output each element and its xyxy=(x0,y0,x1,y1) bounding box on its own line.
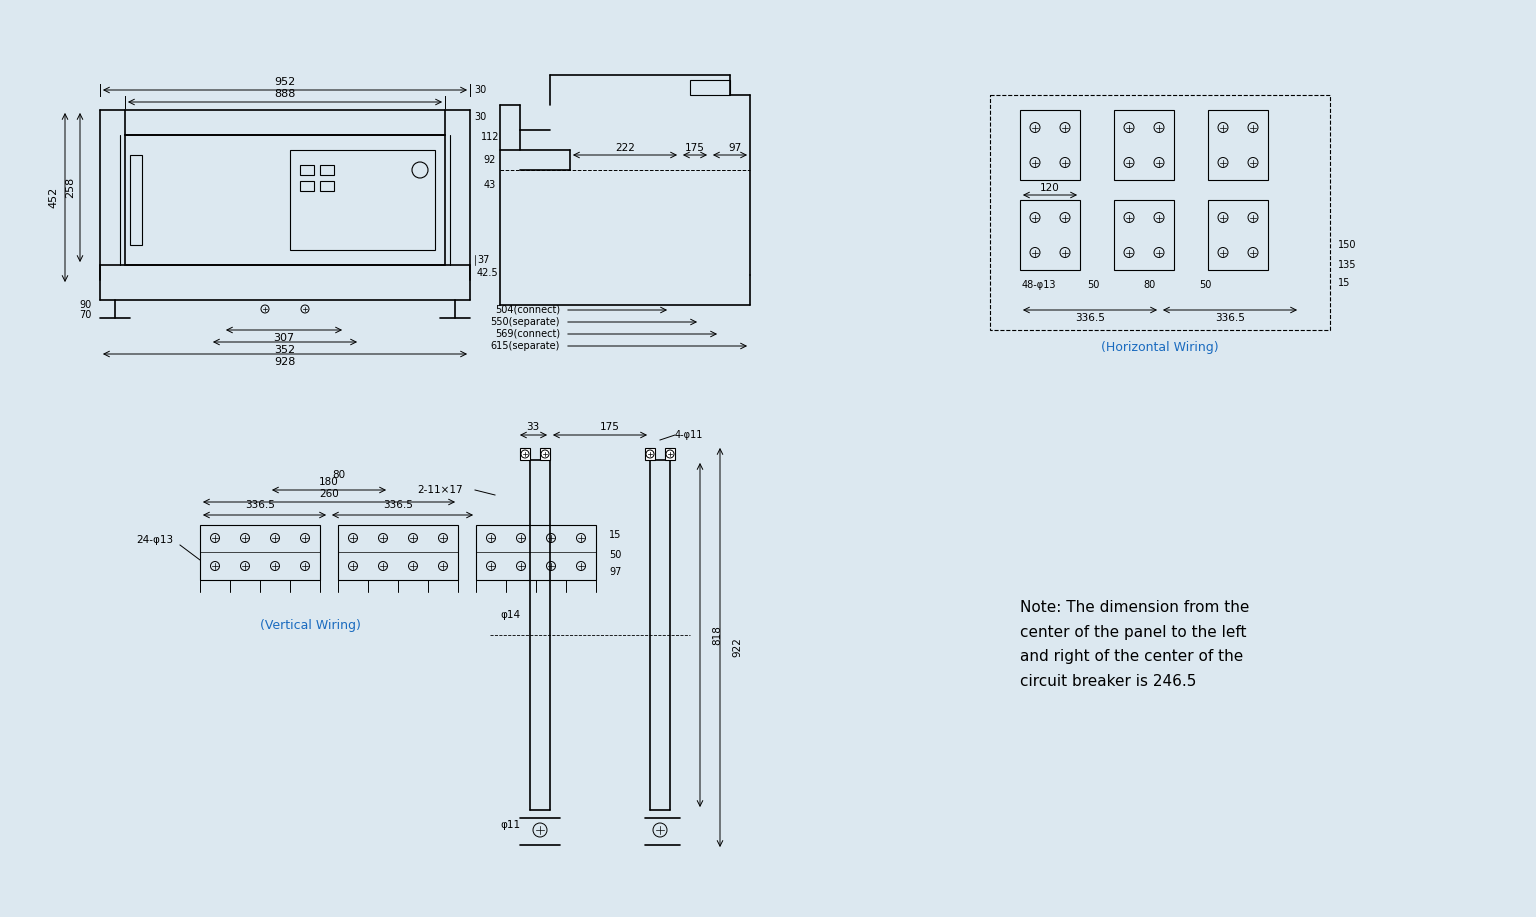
Text: 120: 120 xyxy=(1040,183,1060,193)
Text: 504(connect): 504(connect) xyxy=(495,305,561,315)
Bar xyxy=(1020,200,1080,270)
Text: 50: 50 xyxy=(1087,280,1100,290)
Text: 4-φ11: 4-φ11 xyxy=(674,430,703,440)
Text: 352: 352 xyxy=(275,345,295,355)
Text: 30: 30 xyxy=(475,112,485,122)
Text: 336.5: 336.5 xyxy=(1215,313,1246,323)
Bar xyxy=(690,80,730,95)
Text: 90: 90 xyxy=(80,300,92,310)
Text: 2-11×17: 2-11×17 xyxy=(418,485,462,495)
Bar xyxy=(319,181,333,191)
Bar xyxy=(124,135,445,265)
Text: 150: 150 xyxy=(1338,240,1356,250)
Bar xyxy=(300,181,313,191)
Text: 70: 70 xyxy=(80,310,92,320)
Bar xyxy=(338,525,458,580)
Text: 818: 818 xyxy=(713,625,722,645)
Text: 922: 922 xyxy=(733,637,742,657)
Text: 50: 50 xyxy=(1198,280,1212,290)
Text: 307: 307 xyxy=(273,333,295,343)
Bar xyxy=(300,165,313,175)
Text: 80: 80 xyxy=(332,470,346,480)
Text: 175: 175 xyxy=(601,422,621,432)
Text: 336.5: 336.5 xyxy=(1075,313,1104,323)
Bar xyxy=(1020,110,1080,180)
Bar xyxy=(665,448,674,460)
Text: 135: 135 xyxy=(1338,260,1356,270)
Text: 48-φ13: 48-φ13 xyxy=(1021,280,1057,290)
Bar xyxy=(290,150,435,250)
Text: 452: 452 xyxy=(48,187,58,208)
Bar xyxy=(1207,110,1269,180)
Text: 80: 80 xyxy=(1144,280,1157,290)
Text: 336.5: 336.5 xyxy=(382,500,413,510)
Text: 43: 43 xyxy=(484,180,496,190)
Text: 15: 15 xyxy=(608,530,622,540)
Bar xyxy=(645,448,654,460)
Text: 615(separate): 615(separate) xyxy=(490,341,561,351)
Bar xyxy=(1114,200,1174,270)
Bar xyxy=(1114,110,1174,180)
Text: 260: 260 xyxy=(319,489,339,499)
Bar xyxy=(131,155,141,245)
Text: (Vertical Wiring): (Vertical Wiring) xyxy=(260,618,361,632)
Text: 50: 50 xyxy=(608,550,622,560)
Text: φ14: φ14 xyxy=(499,610,521,620)
Text: (Horizontal Wiring): (Horizontal Wiring) xyxy=(1101,341,1218,355)
Bar xyxy=(1207,200,1269,270)
Bar xyxy=(319,165,333,175)
Bar xyxy=(200,525,319,580)
Bar xyxy=(476,525,596,580)
Text: 175: 175 xyxy=(685,143,705,153)
Bar xyxy=(541,448,550,460)
Text: 569(connect): 569(connect) xyxy=(495,329,561,339)
Text: 97: 97 xyxy=(728,143,742,153)
Bar xyxy=(991,95,1330,330)
Text: 33: 33 xyxy=(527,422,539,432)
Text: 550(separate): 550(separate) xyxy=(490,317,561,327)
Text: 15: 15 xyxy=(1338,278,1350,288)
Text: 92: 92 xyxy=(484,155,496,165)
Text: 42.5: 42.5 xyxy=(478,268,499,278)
Text: Note: The dimension from the
center of the panel to the left
and right of the ce: Note: The dimension from the center of t… xyxy=(1020,600,1249,689)
Text: 952: 952 xyxy=(275,77,295,87)
Text: 112: 112 xyxy=(481,132,499,142)
Text: 928: 928 xyxy=(275,357,296,367)
Text: φ11: φ11 xyxy=(499,820,521,830)
Text: 30: 30 xyxy=(475,85,485,95)
Text: 336.5: 336.5 xyxy=(246,500,275,510)
Text: 888: 888 xyxy=(275,89,296,99)
Bar xyxy=(521,448,530,460)
Text: 97: 97 xyxy=(608,567,622,577)
Text: 24-φ13: 24-φ13 xyxy=(137,535,174,545)
Text: 258: 258 xyxy=(65,177,75,198)
Text: 180: 180 xyxy=(319,477,339,487)
Text: 37: 37 xyxy=(478,255,490,265)
Text: 222: 222 xyxy=(614,143,634,153)
